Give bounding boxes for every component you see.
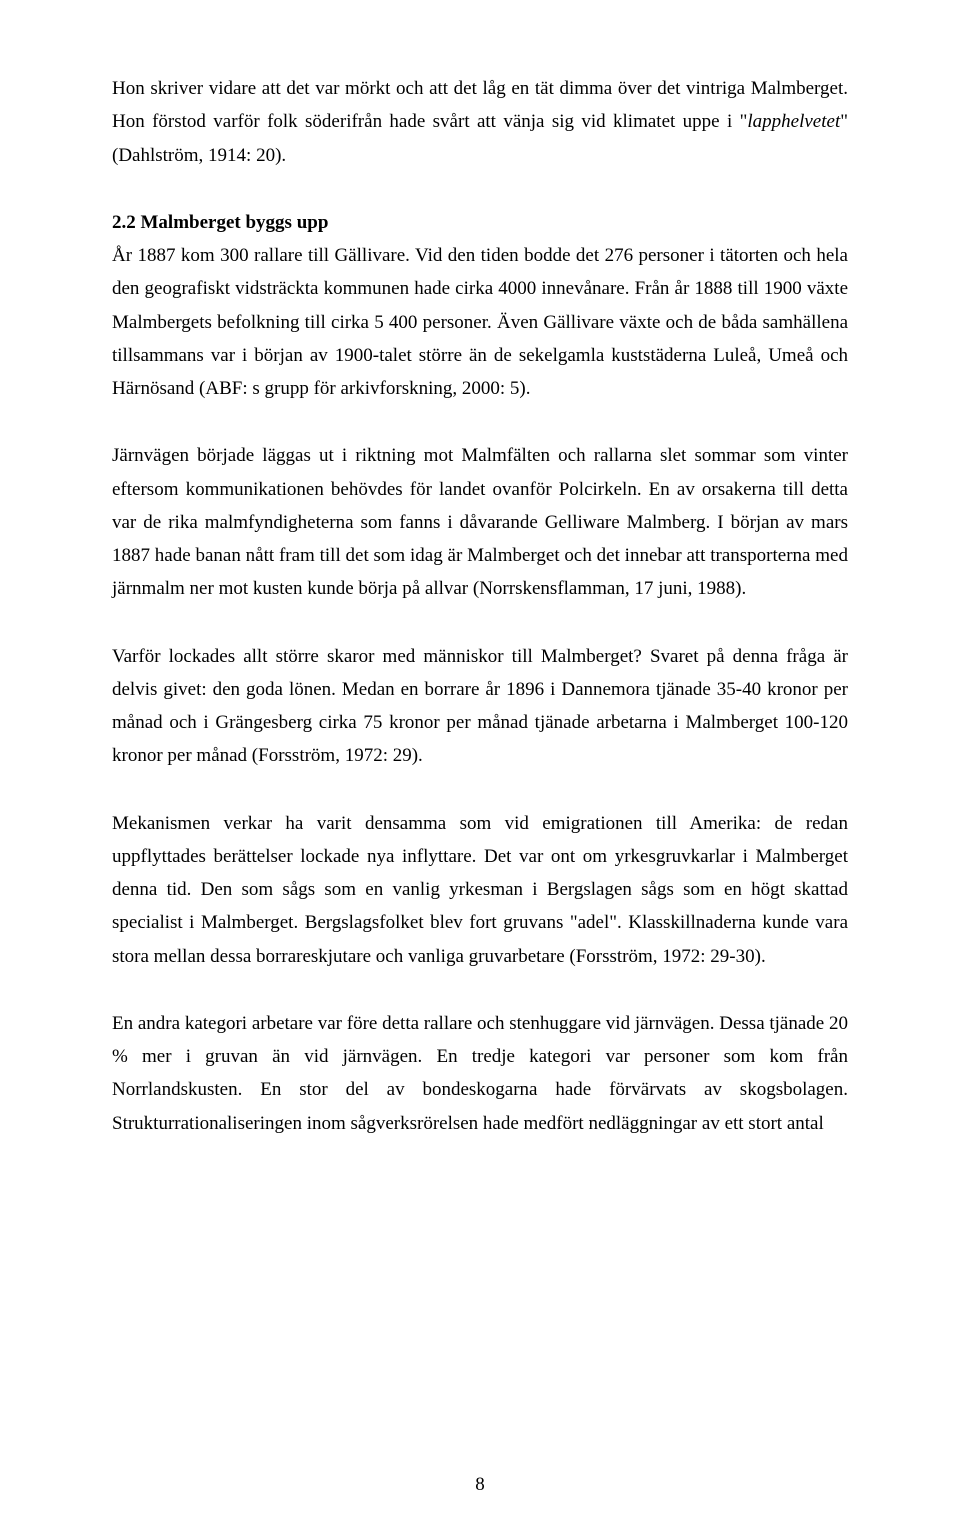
paragraph-2: År 1887 kom 300 rallare till Gällivare. … bbox=[112, 239, 848, 405]
paragraph-4: Varför lockades allt större skaror med m… bbox=[112, 640, 848, 773]
paragraph-3: Järnvägen började läggas ut i riktning m… bbox=[112, 439, 848, 605]
page-number: 8 bbox=[0, 1468, 960, 1501]
section-heading: 2.2 Malmberget byggs upp bbox=[112, 206, 848, 239]
paragraph-5: Mekanismen verkar ha varit densamma som … bbox=[112, 807, 848, 973]
text-italic: lapphelvetet bbox=[747, 111, 840, 132]
document-page: Hon skriver vidare att det var mörkt och… bbox=[0, 0, 960, 1537]
paragraph-6: En andra kategori arbetare var före dett… bbox=[112, 1007, 848, 1140]
paragraph-intro: Hon skriver vidare att det var mörkt och… bbox=[112, 72, 848, 172]
text-run: Hon skriver vidare att det var mörkt och… bbox=[112, 78, 848, 132]
